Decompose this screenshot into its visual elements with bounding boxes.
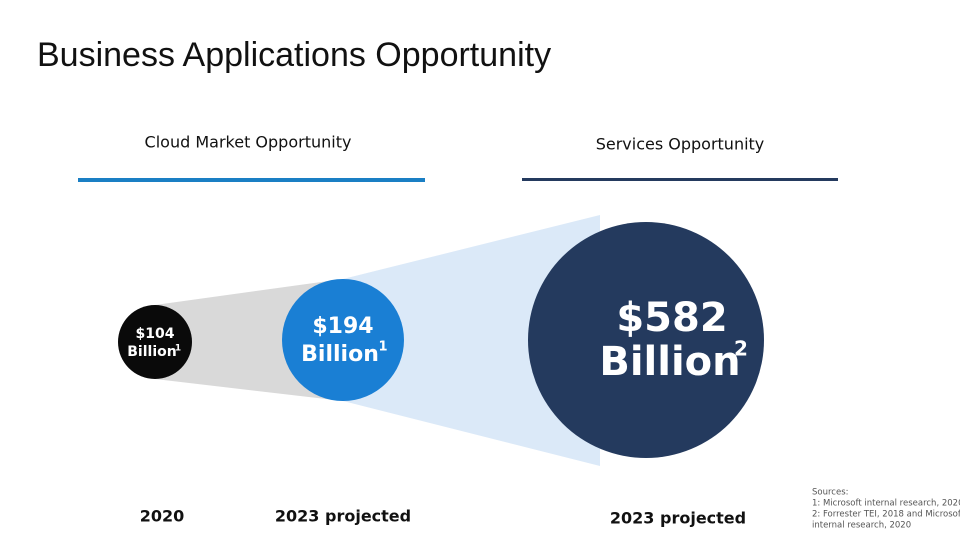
footnote-mark: 2	[734, 337, 748, 361]
amount: $582	[616, 295, 727, 341]
unit: Billion	[599, 339, 740, 385]
growth-band	[343, 215, 600, 466]
sources-heading: Sources:	[812, 488, 849, 498]
unit: Billion	[127, 344, 176, 360]
source-line: internal research, 2020	[812, 521, 911, 531]
section-rule	[522, 178, 838, 181]
unit: Billion	[301, 342, 379, 367]
value-circle	[118, 305, 192, 379]
value-circle	[528, 222, 764, 458]
year-label: 2023 projected	[275, 507, 411, 526]
section-title: Cloud Market Opportunity	[145, 133, 352, 152]
section-title: Services Opportunity	[596, 135, 765, 154]
source-line: 2: Forrester TEI, 2018 and Microsoft	[812, 510, 960, 520]
footnote-mark: 1	[378, 340, 387, 355]
footnote-mark: 1	[175, 344, 181, 354]
amount: $104	[136, 326, 175, 342]
amount: $194	[312, 314, 373, 339]
value-circle	[282, 279, 404, 401]
year-label: 2020	[140, 507, 185, 526]
source-line: 1: Microsoft internal research, 2020	[812, 499, 960, 509]
section-rule	[78, 178, 425, 182]
slide-title: Business Applications Opportunity	[37, 36, 551, 74]
year-label: 2023 projected	[610, 509, 746, 528]
